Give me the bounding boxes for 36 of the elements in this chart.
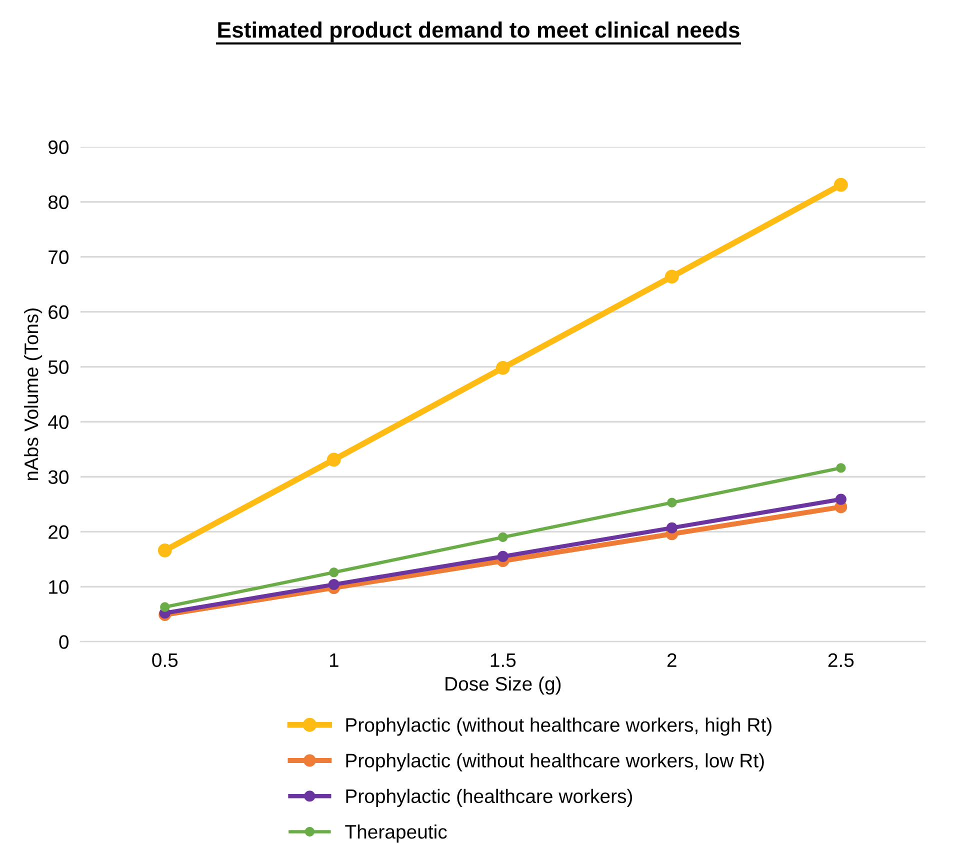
y-tick-label: 10	[49, 580, 69, 594]
x-tick-label: 1.5	[490, 654, 516, 668]
y-tick-label: 40	[48, 415, 69, 430]
chart-title: Estimated product demand to meet clinical needs	[218, 21, 740, 42]
point	[664, 270, 679, 284]
y-axis-title: nAbs Volume (Tons)	[24, 308, 42, 480]
y-tick-label: 20	[48, 525, 69, 539]
point	[834, 178, 848, 192]
y-tick-label: 80	[48, 195, 69, 210]
y-tick-label: 90	[48, 140, 69, 154]
point	[326, 452, 341, 467]
y-tick-label: 60	[48, 305, 69, 320]
point	[496, 360, 510, 375]
point	[666, 522, 678, 534]
point	[160, 602, 170, 612]
point	[498, 532, 508, 542]
point	[667, 498, 677, 508]
x-axis-title: Dose Size (g)	[446, 676, 561, 695]
x-tick-label: 2	[667, 653, 676, 667]
point	[329, 568, 339, 578]
legend-label: Prophylactic (healthcare workers)	[346, 788, 632, 807]
point	[835, 494, 846, 505]
point	[836, 463, 846, 473]
legend-label: Therapeutic	[345, 824, 447, 843]
legend-label: Prophylactic (without healthcare workers, low Rt)	[346, 753, 764, 772]
y-tick-label: 50	[48, 360, 69, 374]
y-tick-label: 30	[48, 470, 69, 484]
x-tick-label: 2.5	[828, 653, 854, 668]
x-tick-label: 0.5	[152, 653, 178, 668]
point	[158, 543, 172, 558]
point	[497, 550, 508, 562]
y-tick-label: 0	[59, 635, 69, 649]
point	[328, 578, 340, 590]
legend-label: Prophylactic (without healthcare workers, high Rt)	[346, 718, 772, 736]
y-tick-label: 70	[48, 250, 69, 264]
x-tick-label: 1	[330, 654, 338, 667]
